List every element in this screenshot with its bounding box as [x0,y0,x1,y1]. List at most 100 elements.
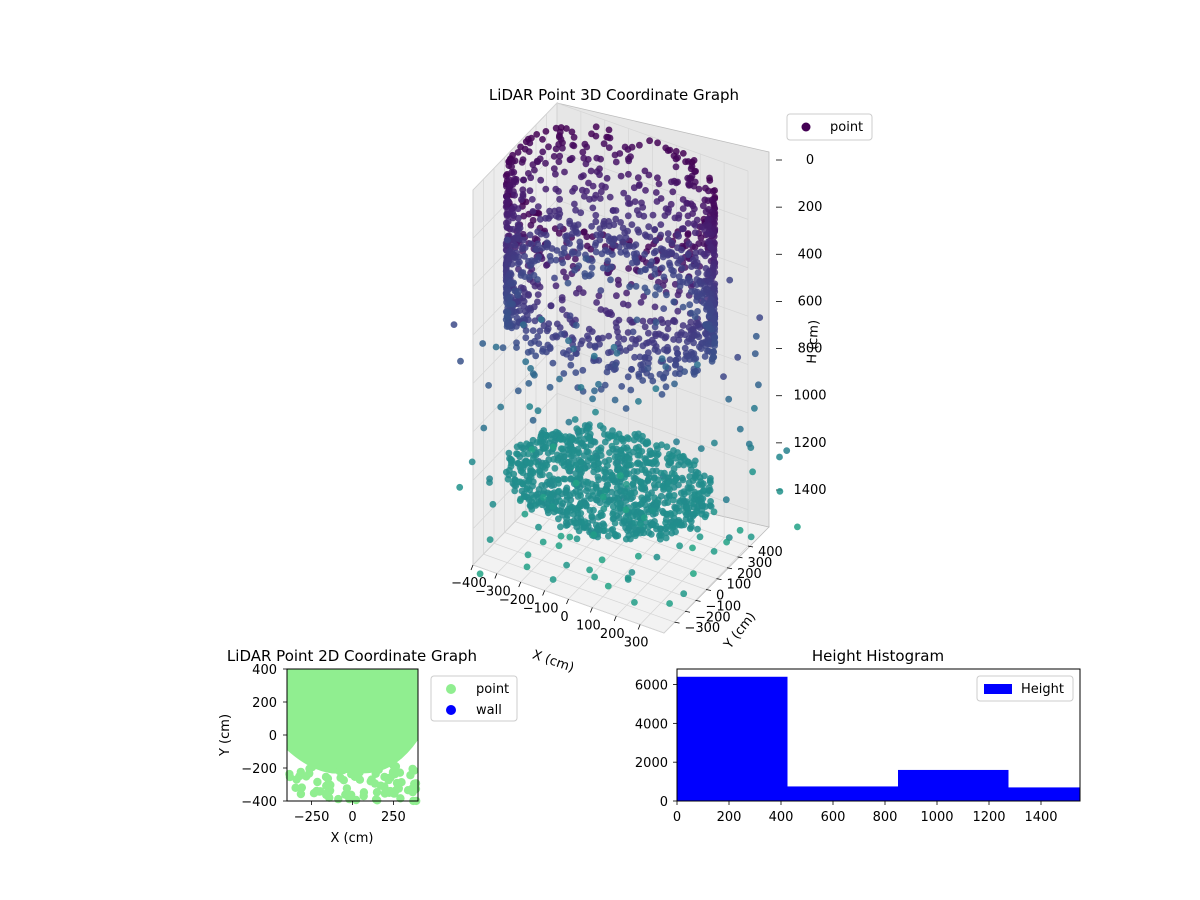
data-point-3d [600,505,608,513]
data-point-3d [588,512,596,520]
data-point-3d [686,525,694,532]
data-point-3d [703,250,711,257]
y-tick-3d [737,556,743,559]
data-point-3d [516,307,523,314]
chart-title-3d: LiDAR Point 3D Coordinate Graph [489,86,739,104]
data-point-3d [635,447,643,455]
data-point-3d [678,264,686,272]
data-point-3d [539,493,547,501]
axes-hist-ticks: 0 200 400 600 800 1000 1200 1400 0 2000 4000 6000 [635,679,1058,825]
data-point-3d [690,461,698,469]
data-point-3d [637,520,645,528]
data-point-3d [615,333,623,341]
data-point-3d [537,316,545,323]
y-tick-label-hist: 6000 [635,679,668,694]
data-point-3d [456,483,464,491]
x-tick-label-hist: 1400 [1024,810,1057,825]
data-point-3d [679,322,687,329]
data-point-3d [662,519,669,527]
data-point-3d [574,221,582,229]
data-point-3d [624,373,632,381]
data-point-3d [536,283,544,291]
data-point-3d [702,511,710,519]
x-tick-label-3d: 300 [624,636,649,651]
data-point-3d [586,566,593,574]
data-point-3d [560,458,568,466]
data-point-3d [512,176,520,183]
data-point-3d [537,176,545,184]
data-point-3d [656,285,663,293]
y-tick-3d [684,610,691,613]
data-point-3d [639,360,647,368]
data-point-3d [644,438,651,446]
y-tick-label-2d: −200 [241,762,277,777]
data-point-3d [548,490,556,498]
data-point-3d [692,167,699,175]
data-point-3d [776,488,784,495]
data-point-3d [558,445,565,453]
data-point-2d [297,783,306,792]
data-point-3d [640,212,648,220]
data-point-3d [646,137,653,145]
data-point-3d [673,438,680,446]
data-point-3d [654,348,662,355]
data-point-3d [606,134,614,142]
data-point-3d [627,535,634,543]
x-tick-label-3d: −200 [499,593,535,608]
data-point-3d [640,514,648,522]
data-point-3d [563,125,570,132]
data-point-3d [519,156,527,164]
x-tick-3d [566,598,569,605]
data-point-3d [555,187,562,195]
data-point-3d [574,229,582,237]
data-point-3d [587,245,595,253]
data-point-3d [652,318,660,326]
data-point-3d [597,444,605,452]
legend-swatch-height [984,684,1012,694]
data-point-3d [645,359,652,367]
data-point-3d [513,339,520,347]
data-point-3d [513,344,520,351]
data-point-2d [372,788,382,797]
data-point-3d [695,185,703,193]
grid-line-z [472,392,749,481]
scatter-2d-points [285,669,421,806]
data-point-3d [549,503,557,510]
data-point-3d [706,477,714,484]
data-point-3d [707,503,715,510]
data-point-3d [521,252,528,260]
data-point-3d [522,358,530,366]
data-point-3d [561,475,569,483]
data-point-3d [590,531,597,539]
data-point-3d [533,246,541,253]
data-point-2d [359,788,369,797]
data-point-3d [542,127,550,135]
data-point-3d [510,470,518,478]
x-tick-label-hist: 200 [717,810,742,825]
data-point-3d [556,375,563,383]
x-tick-label-3d: −100 [523,602,559,617]
y-tick-label-2d: 0 [269,729,277,744]
data-point-2d [350,772,360,781]
data-point-3d [529,416,537,424]
data-point-3d [575,527,583,535]
data-point-3d [575,436,583,444]
data-point-3d [553,507,561,514]
z-tick-label-3d: 600 [798,294,823,309]
data-point-3d [545,320,553,327]
data-point-3d [610,221,618,229]
data-point-3d [685,240,693,248]
data-point-3d [620,335,628,343]
data-point-3d [665,491,673,499]
data-point-3d [631,489,639,496]
data-point-3d [645,354,653,362]
data-point-3d [552,282,560,290]
data-point-3d [596,236,604,244]
data-point-3d [592,218,600,226]
data-point-3d [697,445,705,452]
data-point-3d [641,250,648,258]
data-point-3d [576,488,584,496]
legend-label-height: Height [1021,682,1064,697]
data-point-3d [710,548,718,555]
